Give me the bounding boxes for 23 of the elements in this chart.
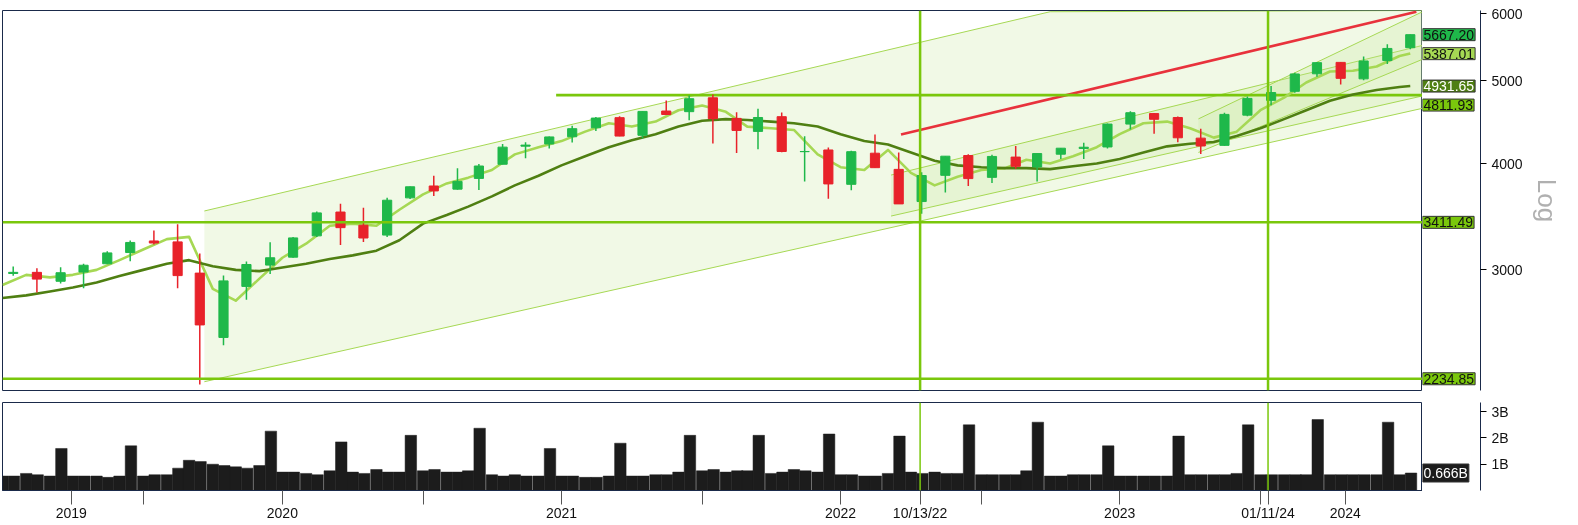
x-tick-label: 2021 (545, 504, 578, 521)
x-tick-label: 2019 (55, 504, 88, 521)
data-label: 4931.65 (1423, 78, 1475, 95)
x-tick-label: 2022 (825, 504, 857, 521)
ref-line-label: 3411.49 (1423, 214, 1474, 231)
text: 5667.20 (1423, 26, 1475, 43)
x-tick-label: 2023 (1104, 504, 1136, 521)
x-tick-label: 2024 (1329, 504, 1362, 521)
y-axis-title: Log (1531, 178, 1562, 223)
y-tick-label: 5000 (1491, 72, 1523, 89)
y-tick-label: 1B (1491, 456, 1509, 473)
ref-line-label: 10/13/22 (892, 504, 948, 521)
y-tick-label: 6000 (1491, 5, 1523, 22)
y-tick-label: 2B (1491, 429, 1509, 446)
y-tick-label: 3B (1491, 403, 1509, 420)
ref-line-label: 01/11/24 (1241, 504, 1295, 521)
y-tick-label: 3000 (1491, 261, 1523, 278)
data-label: 5387.01 (1423, 45, 1475, 62)
ref-line-label: 2234.85 (1423, 370, 1475, 387)
data-label: 4811.93 (1423, 97, 1474, 114)
x-tick-label: 2020 (266, 504, 299, 521)
text: 0.666B (1423, 465, 1468, 482)
y-tick-label: 4000 (1491, 155, 1523, 172)
